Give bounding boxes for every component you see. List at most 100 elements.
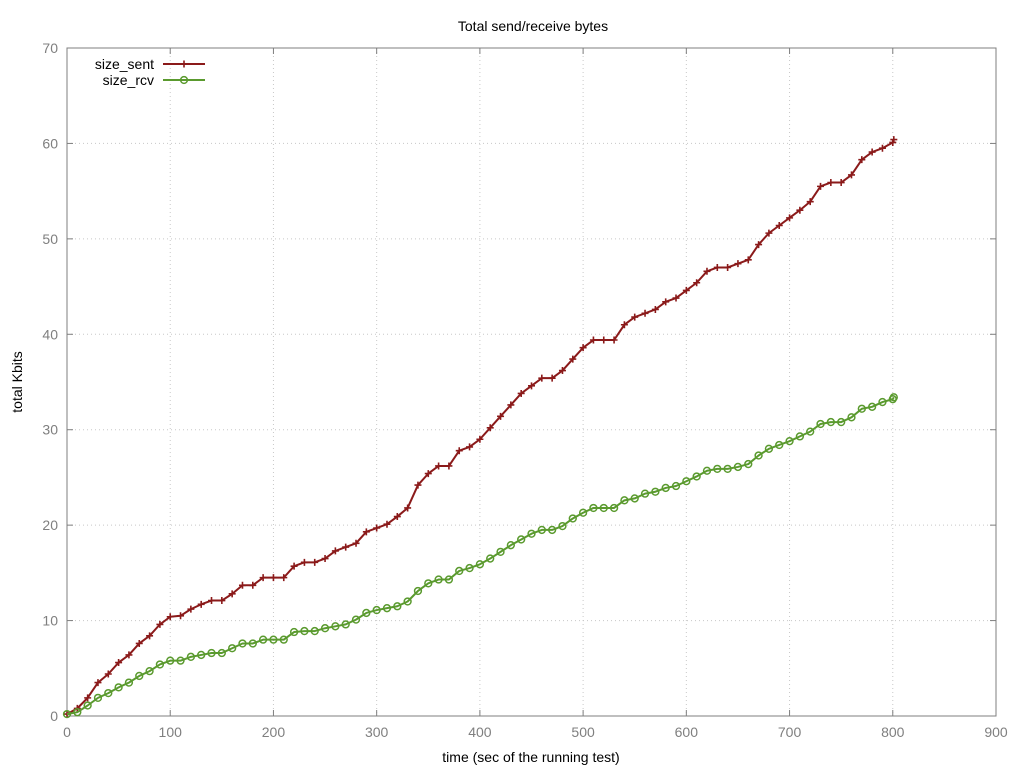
- data-point-size-rcv: [104, 688, 113, 698]
- data-point-size-rcv: [258, 635, 268, 644]
- data-point-size-rcv: [692, 472, 701, 481]
- data-point-size-sent: [383, 520, 391, 528]
- data-point-size-sent: [187, 605, 195, 613]
- x-tick-label: 400: [468, 724, 492, 740]
- data-point-size-rcv: [816, 419, 825, 429]
- y-tick-label: 40: [42, 326, 58, 342]
- data-point-size-sent: [765, 229, 773, 237]
- x-tick-label: 200: [262, 724, 286, 740]
- data-point-size-rcv: [713, 464, 722, 473]
- data-point-size-sent: [115, 659, 123, 667]
- data-point-size-rcv: [341, 620, 350, 629]
- data-point-size-rcv: [785, 437, 794, 446]
- data-point-size-rcv: [331, 622, 340, 631]
- data-point-size-rcv: [744, 459, 753, 469]
- plot-frame: [66, 47, 997, 717]
- data-point-size-rcv: [702, 466, 712, 475]
- legend: size_sent size_rcv: [95, 56, 205, 88]
- data-point-size-sent: [208, 597, 216, 605]
- data-point-size-rcv: [166, 656, 175, 665]
- data-point-size-sent: [311, 558, 319, 566]
- data-point-size-rcv: [145, 666, 154, 676]
- data-point-size-sent: [424, 470, 432, 478]
- data-point-size-sent: [734, 260, 742, 268]
- data-point-size-rcv: [775, 440, 784, 450]
- data-point-size-sent: [610, 336, 618, 344]
- data-point-size-rcv: [630, 494, 639, 503]
- y-axis-title: total Kbits: [9, 351, 25, 412]
- data-point-size-rcv: [475, 560, 485, 569]
- series-line-size-sent: [66, 139, 895, 715]
- data-point-size-rcv: [837, 417, 846, 427]
- data-point-size-sent: [177, 612, 185, 620]
- x-tick-label: 0: [63, 724, 71, 740]
- data-point-size-sent: [641, 309, 649, 317]
- data-point-size-rcv: [217, 648, 226, 658]
- data-point-size-sent: [682, 286, 690, 294]
- data-point-size-rcv: [124, 678, 134, 687]
- data-point-size-sent: [352, 539, 360, 547]
- data-point-size-sent: [414, 481, 422, 489]
- data-point-size-sent: [890, 136, 898, 144]
- data-point-size-rcv: [547, 525, 557, 535]
- data-point-size-rcv: [682, 477, 691, 486]
- series-layer: [62, 136, 898, 719]
- data-point-size-sent: [558, 367, 566, 375]
- data-point-size-rcv: [73, 708, 82, 717]
- data-point-size-rcv: [83, 701, 92, 710]
- data-point-size-rcv: [589, 503, 598, 513]
- data-point-size-sent: [455, 447, 463, 455]
- x-tick-label: 900: [984, 724, 1008, 740]
- y-tick-label: 20: [42, 517, 58, 533]
- data-point-size-rcv: [372, 605, 381, 615]
- data-point-size-sent: [713, 263, 721, 271]
- legend-label-size-sent: size_sent: [95, 56, 154, 72]
- data-point-size-sent: [796, 206, 804, 214]
- data-point-size-sent: [300, 558, 308, 566]
- axis-ticks: 0 100 200 300 400 500 600 700 800 900 0 10 20 30 40 50 6…: [42, 40, 1007, 740]
- data-point-size-sent: [662, 298, 670, 306]
- data-point-size-sent: [331, 547, 339, 555]
- data-point-size-sent: [249, 581, 257, 589]
- data-point-size-rcv: [238, 639, 247, 648]
- data-point-size-sent: [724, 263, 732, 271]
- legend-marker-size-rcv: [179, 75, 189, 85]
- data-point-size-sent: [362, 528, 370, 536]
- series-size-rcv: [62, 393, 898, 719]
- data-point-size-sent: [806, 198, 814, 206]
- data-point-size-sent: [135, 639, 143, 647]
- data-point-size-sent: [538, 374, 546, 382]
- data-point-size-rcv: [207, 648, 216, 658]
- data-point-size-rcv: [320, 624, 330, 633]
- data-point-size-sent: [269, 574, 277, 582]
- data-point-size-sent: [620, 321, 628, 329]
- data-point-size-rcv: [455, 566, 464, 576]
- data-point-size-rcv: [114, 683, 123, 692]
- data-point-size-rcv: [620, 496, 629, 505]
- data-point-size-rcv: [506, 541, 516, 550]
- data-point-size-rcv: [300, 626, 309, 636]
- data-point-size-rcv: [764, 444, 774, 453]
- data-point-size-rcv: [496, 547, 505, 557]
- data-point-size-rcv: [754, 451, 763, 460]
- series-line-size-rcv: [66, 396, 895, 716]
- data-point-size-rcv: [537, 525, 546, 535]
- data-point-size-sent: [435, 462, 443, 470]
- data-point-size-sent: [693, 279, 701, 287]
- data-point-size-sent: [868, 148, 876, 156]
- data-point-size-sent: [393, 513, 401, 521]
- data-point-size-rcv: [310, 626, 319, 636]
- y-tick-label: 30: [42, 422, 58, 438]
- data-point-size-rcv: [228, 644, 237, 653]
- data-point-size-sent: [703, 267, 711, 275]
- data-point-size-sent: [589, 336, 597, 344]
- data-point-size-sent: [600, 336, 608, 344]
- data-point-size-rcv: [362, 608, 371, 618]
- data-point-size-sent: [228, 590, 236, 598]
- data-point-size-sent: [827, 179, 835, 187]
- y-tick-label: 60: [42, 135, 58, 151]
- data-point-size-rcv: [867, 402, 877, 411]
- data-point-size-sent: [404, 504, 412, 512]
- data-point-size-rcv: [806, 427, 815, 436]
- data-point-size-sent: [466, 443, 474, 451]
